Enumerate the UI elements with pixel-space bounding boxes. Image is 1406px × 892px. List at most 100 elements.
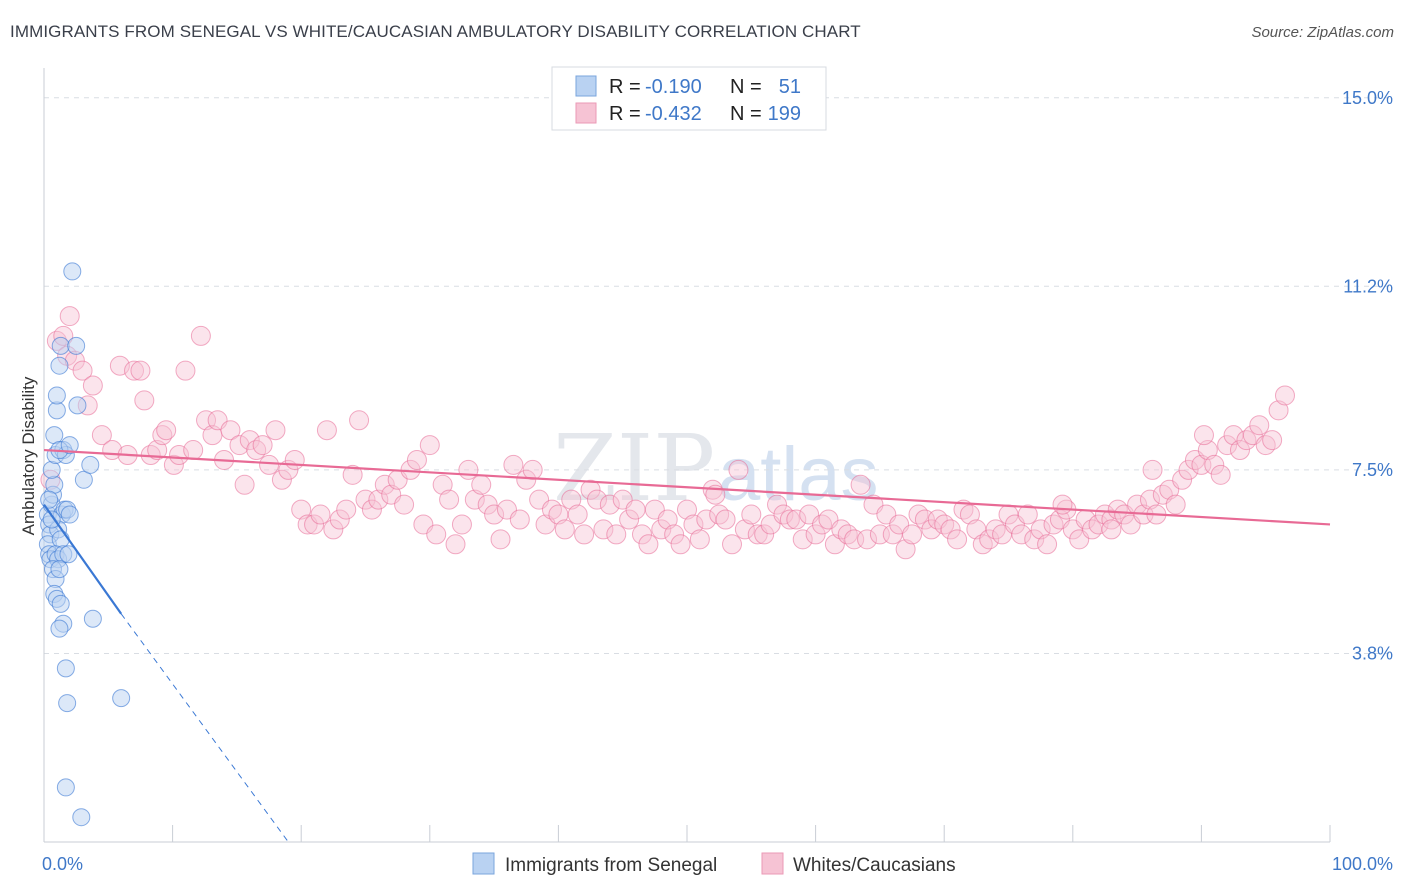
point-whites-66 <box>458 459 479 480</box>
legend-n-label-2: N = <box>730 103 762 125</box>
point-senegal-40 <box>74 470 93 489</box>
point-whites-155 <box>1030 519 1051 540</box>
legend-swatch-blue <box>575 75 597 97</box>
point-whites-141 <box>940 519 961 540</box>
point-senegal-43 <box>56 659 75 678</box>
point-whites-43 <box>310 504 331 525</box>
point-whites-76 <box>522 459 543 480</box>
point-whites-99 <box>670 534 691 555</box>
point-whites-147 <box>979 529 1000 550</box>
point-whites-13 <box>124 360 145 381</box>
legend-r-value-1: -0.190 <box>645 76 702 98</box>
point-whites-25 <box>196 410 217 431</box>
point-whites-112 <box>754 524 775 545</box>
point-whites-85 <box>580 479 601 500</box>
point-whites-29 <box>220 420 241 441</box>
point-senegal-50 <box>60 505 79 524</box>
point-whites-192 <box>1268 400 1289 421</box>
legend-r-label-2: R = <box>609 103 641 125</box>
point-whites-196 <box>1101 519 1122 540</box>
point-whites-144 <box>959 504 980 525</box>
point-senegal-14 <box>50 356 69 375</box>
point-whites-96 <box>651 519 672 540</box>
point-whites-127 <box>850 474 871 495</box>
point-senegal-35 <box>50 619 69 638</box>
point-whites-184 <box>1217 435 1238 456</box>
point-whites-120 <box>805 524 826 545</box>
y-tick-label-3: 15.0% <box>1342 88 1393 108</box>
point-whites-37 <box>271 469 292 490</box>
point-whites-88 <box>599 494 620 515</box>
point-senegal-38 <box>67 336 86 355</box>
series-legend-label-blue: Immigrants from Senegal <box>505 855 717 876</box>
series-legend-swatch-blue <box>472 852 495 875</box>
chart-title: IMMIGRANTS FROM SENEGAL VS WHITE/CAUCASI… <box>10 22 861 41</box>
series-legend-swatch-pink <box>761 852 784 875</box>
point-whites-48 <box>342 464 363 485</box>
point-senegal-44 <box>58 694 77 713</box>
point-whites-194 <box>1193 425 1214 446</box>
point-whites-4 <box>59 306 80 327</box>
point-whites-19 <box>156 420 177 441</box>
point-whites-91 <box>619 509 640 530</box>
point-whites-134 <box>895 539 916 560</box>
point-whites-44 <box>316 420 337 441</box>
trend-line-whites <box>43 448 1331 526</box>
point-whites-101 <box>683 514 704 535</box>
point-whites-23 <box>183 440 204 461</box>
point-whites-87 <box>593 519 614 540</box>
x-tick-labels: 0.0% 100.0% <box>42 854 1393 874</box>
point-whites-40 <box>291 499 312 520</box>
point-whites-34 <box>252 435 273 456</box>
point-whites-114 <box>767 494 788 515</box>
point-whites-51 <box>361 499 382 520</box>
point-whites-63 <box>439 489 460 510</box>
point-whites-35 <box>259 454 280 475</box>
point-whites-17 <box>147 440 168 461</box>
point-whites-93 <box>631 524 652 545</box>
point-whites-189 <box>1249 415 1270 436</box>
point-whites-106 <box>715 509 736 530</box>
point-senegal-27 <box>59 545 78 564</box>
point-senegal-39 <box>68 396 87 415</box>
point-whites-142 <box>947 529 968 550</box>
axes <box>43 68 1331 843</box>
legend-swatch-pink <box>575 102 597 124</box>
point-senegal-33 <box>51 594 70 613</box>
point-whites-86 <box>586 489 607 510</box>
point-senegal-37 <box>60 436 79 455</box>
point-whites-135 <box>902 524 923 545</box>
point-senegal-41 <box>81 455 100 474</box>
point-whites-49 <box>349 410 370 431</box>
point-senegal-46 <box>56 778 75 797</box>
y-axis-label: Ambulatory Disability <box>19 376 38 535</box>
point-whites-117 <box>786 509 807 530</box>
point-whites-42 <box>304 514 325 535</box>
point-whites-110 <box>741 504 762 525</box>
point-whites-108 <box>728 459 749 480</box>
point-whites-182 <box>1204 454 1225 475</box>
point-senegal-48 <box>40 490 59 509</box>
point-whites-9 <box>91 425 112 446</box>
point-whites-81 <box>554 519 575 540</box>
trend-line-senegal-extension <box>120 613 289 843</box>
point-whites-15 <box>134 390 155 411</box>
point-whites-164 <box>1088 514 1109 535</box>
legend-n-value-1: 51 <box>779 76 801 98</box>
point-whites-89 <box>606 524 627 545</box>
legend-r-value-2: -0.432 <box>645 103 702 125</box>
point-whites-92 <box>625 499 646 520</box>
point-whites-75 <box>516 469 537 490</box>
series-legend: Immigrants from Senegal Whites/Caucasian… <box>472 852 956 876</box>
point-whites-109 <box>734 519 755 540</box>
point-senegal-9 <box>42 460 61 479</box>
point-senegal-42 <box>83 609 102 628</box>
point-senegal-30 <box>50 560 69 579</box>
point-whites-98 <box>664 524 685 545</box>
legend-n-label-1: N = <box>730 76 762 98</box>
stats-legend: R = -0.190 N = 51 R = -0.432 N = 199 <box>551 66 827 131</box>
point-whites-94 <box>638 534 659 555</box>
grid <box>44 97 1392 654</box>
point-whites-191 <box>1262 430 1283 451</box>
